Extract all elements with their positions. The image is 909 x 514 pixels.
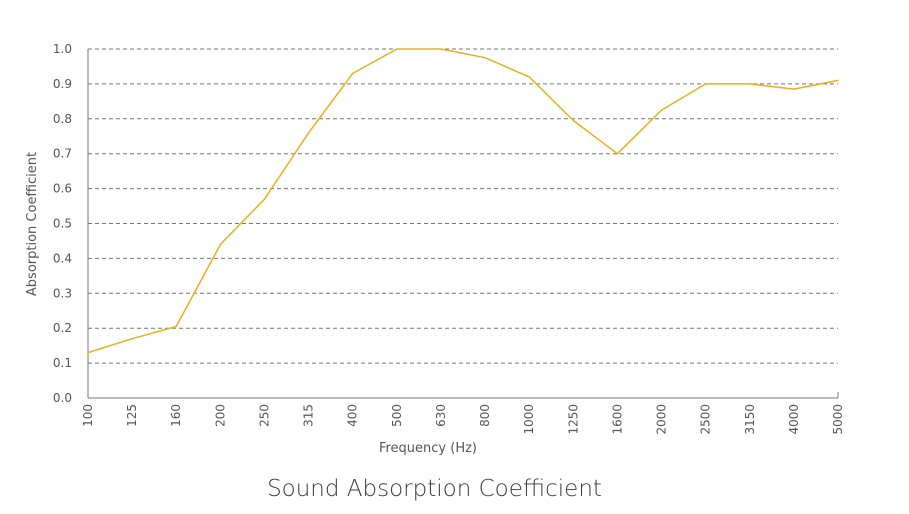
axes (87, 49, 839, 399)
y-tick-label: 0.9 (53, 77, 72, 91)
series-lines (87, 48, 839, 354)
x-tick-label: 100 (81, 404, 95, 427)
data-point (484, 56, 486, 59)
data-point (572, 119, 575, 122)
x-tick-labels: 100 125 160 200 250 315 400 500 630 800 1000 1250 16… (81, 404, 845, 435)
x-tick-label: 200 (213, 404, 227, 427)
grid-lines (88, 48, 838, 364)
x-tick-label: 1000 (522, 404, 536, 435)
x-tick-label: 4000 (787, 404, 801, 435)
data-point (616, 152, 619, 155)
x-axis-title: Frequency (Hz) (379, 441, 477, 456)
data-point (219, 243, 222, 246)
y-tick-label: 0.7 (53, 147, 72, 161)
x-tick-label: 1600 (610, 404, 624, 435)
data-point (837, 79, 839, 82)
data-point (440, 48, 442, 50)
data-point (749, 83, 751, 85)
x-tick-label: 250 (257, 404, 271, 427)
x-tick-label: 125 (125, 404, 139, 427)
chart-title: Sound Absorption Coefficient (267, 476, 602, 502)
y-tick-labels: 0.0 0.1 0.2 0.3 0.4 0.5 0.6 0.7 0.8 0.9 1.0 (53, 42, 72, 405)
data-point (263, 198, 266, 200)
data-point (307, 132, 310, 134)
y-tick-label: 0.5 (53, 217, 72, 231)
data-point (660, 109, 663, 111)
y-tick-label: 0.6 (53, 182, 72, 196)
data-point (175, 325, 177, 328)
x-tick-label: 2500 (699, 404, 713, 435)
data-point (528, 76, 530, 78)
data-point (87, 351, 89, 354)
data-point (793, 88, 795, 90)
y-tick-label: 0.1 (53, 356, 72, 370)
x-tick-label: 630 (434, 404, 448, 427)
x-tick-label: 400 (346, 404, 360, 427)
data-point (704, 83, 707, 85)
x-tick-label: 3150 (743, 404, 757, 435)
y-tick-label: 0.2 (53, 321, 72, 335)
data-point (131, 337, 133, 340)
x-tick-label: 500 (390, 404, 404, 427)
y-axis-title: Absorption Coefficient (25, 152, 40, 296)
data-point (351, 72, 354, 75)
x-tick-label: 160 (169, 404, 183, 427)
y-tick-label: 0.8 (53, 112, 72, 126)
data-point (396, 48, 398, 50)
x-tick-label: 1250 (566, 404, 580, 435)
y-tick-label: 0.3 (53, 286, 72, 300)
x-tick-label: 2000 (655, 404, 669, 435)
x-tick-label: 5000 (831, 404, 845, 435)
y-tick-label: 1.0 (53, 42, 72, 56)
series-line (87, 48, 839, 354)
x-tick-label: 315 (302, 404, 316, 427)
x-tick-label: 800 (478, 404, 492, 427)
y-tick-label: 0.4 (53, 251, 72, 265)
y-tick-label: 0.0 (53, 391, 72, 405)
